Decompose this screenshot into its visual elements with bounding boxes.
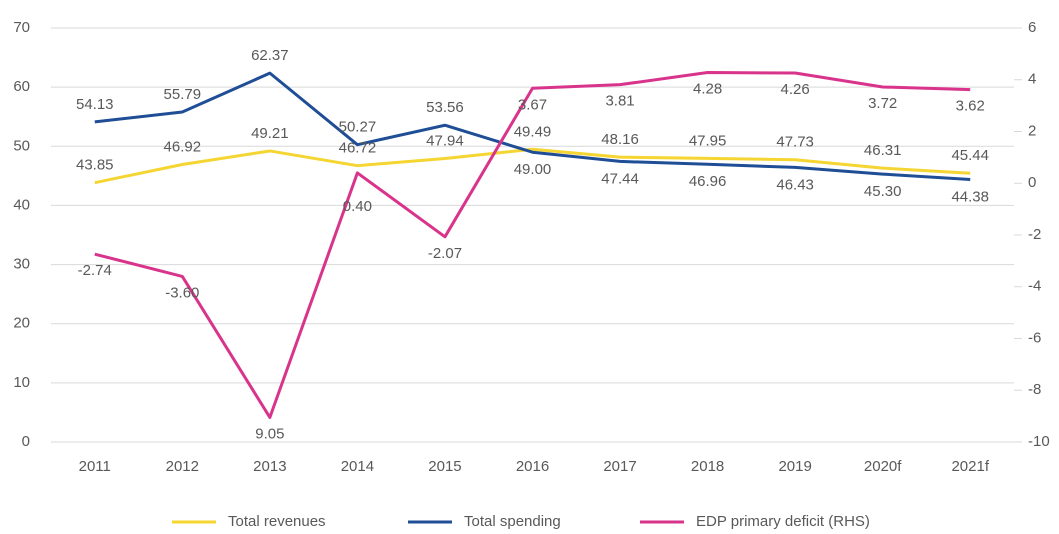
data-label: 43.85 [76,157,114,174]
x-tick-label: 2016 [516,458,549,475]
legend-label: Total spending [464,513,561,530]
data-label: 46.31 [864,142,902,159]
data-label: 3.67 [518,96,547,113]
x-tick-label: 2018 [691,458,724,475]
data-label: 47.94 [426,132,464,149]
data-label: 45.30 [864,183,902,200]
series-line [94,147,971,185]
y2-tick-label: 0 [1028,174,1036,191]
y-tick-label: 50 [13,137,30,154]
data-label: 9.05 [255,425,284,442]
data-label: 0.40 [343,198,372,215]
data-label: 3.81 [605,93,634,110]
data-label: 49.49 [514,123,552,140]
x-tick-label: 2017 [603,458,636,475]
y-tick-label: 60 [13,78,30,95]
x-tick-label: 2012 [166,458,199,475]
data-label: 49.00 [514,161,552,178]
data-label: 54.13 [76,96,114,113]
y2-tick-label: -8 [1028,381,1041,398]
data-label: 44.38 [951,188,989,205]
data-label: 4.28 [693,80,722,97]
x-tick-label: 2020f [864,458,902,475]
y2-tick-label: -6 [1028,329,1041,346]
data-label: 50.27 [339,119,377,136]
y-tick-label: 0 [22,433,30,450]
y-tick-label: 20 [13,315,30,332]
data-label: -3.60 [165,284,199,301]
y-tick-label: 10 [13,374,30,391]
data-label: 46.43 [776,176,814,193]
data-label: 53.56 [426,99,464,116]
data-label: 47.95 [689,132,727,149]
data-label: 46.92 [164,138,202,155]
y-tick-label: 40 [13,196,30,213]
y-tick-label: 70 [13,19,30,36]
data-label: -2.74 [78,262,112,279]
data-label: 47.44 [601,170,639,187]
legend-label: Total revenues [228,513,326,530]
y2-tick-label: 6 [1028,19,1036,36]
data-label: 48.16 [601,131,639,148]
y2-tick-label: -10 [1028,433,1050,450]
data-label: 49.21 [251,125,289,142]
x-tick-label: 2019 [778,458,811,475]
data-label: 55.79 [164,86,202,103]
legend-label: EDP primary deficit (RHS) [696,513,870,530]
series-line [94,71,971,182]
y2-tick-label: 2 [1028,122,1036,139]
x-tick-label: 2011 [79,458,111,475]
x-tick-label: 2015 [428,458,461,475]
data-label: 62.37 [251,47,289,64]
y2-tick-label: 4 [1028,71,1036,88]
y-tick-label: 30 [13,256,30,273]
y2-tick-label: -4 [1028,278,1041,295]
x-tick-label: 2021f [951,458,989,475]
y2-tick-label: -2 [1028,226,1041,243]
x-tick-label: 2013 [253,458,286,475]
data-label: 47.73 [776,134,814,151]
data-label: 45.44 [951,147,989,164]
data-label: 3.62 [956,98,985,115]
data-label: 46.96 [689,173,727,190]
data-label: 4.26 [781,81,810,98]
data-label: 3.72 [868,95,897,112]
series-line [94,71,971,419]
data-label: 46.72 [339,140,377,157]
x-tick-label: 2014 [341,458,374,475]
data-label: -2.07 [428,245,462,262]
